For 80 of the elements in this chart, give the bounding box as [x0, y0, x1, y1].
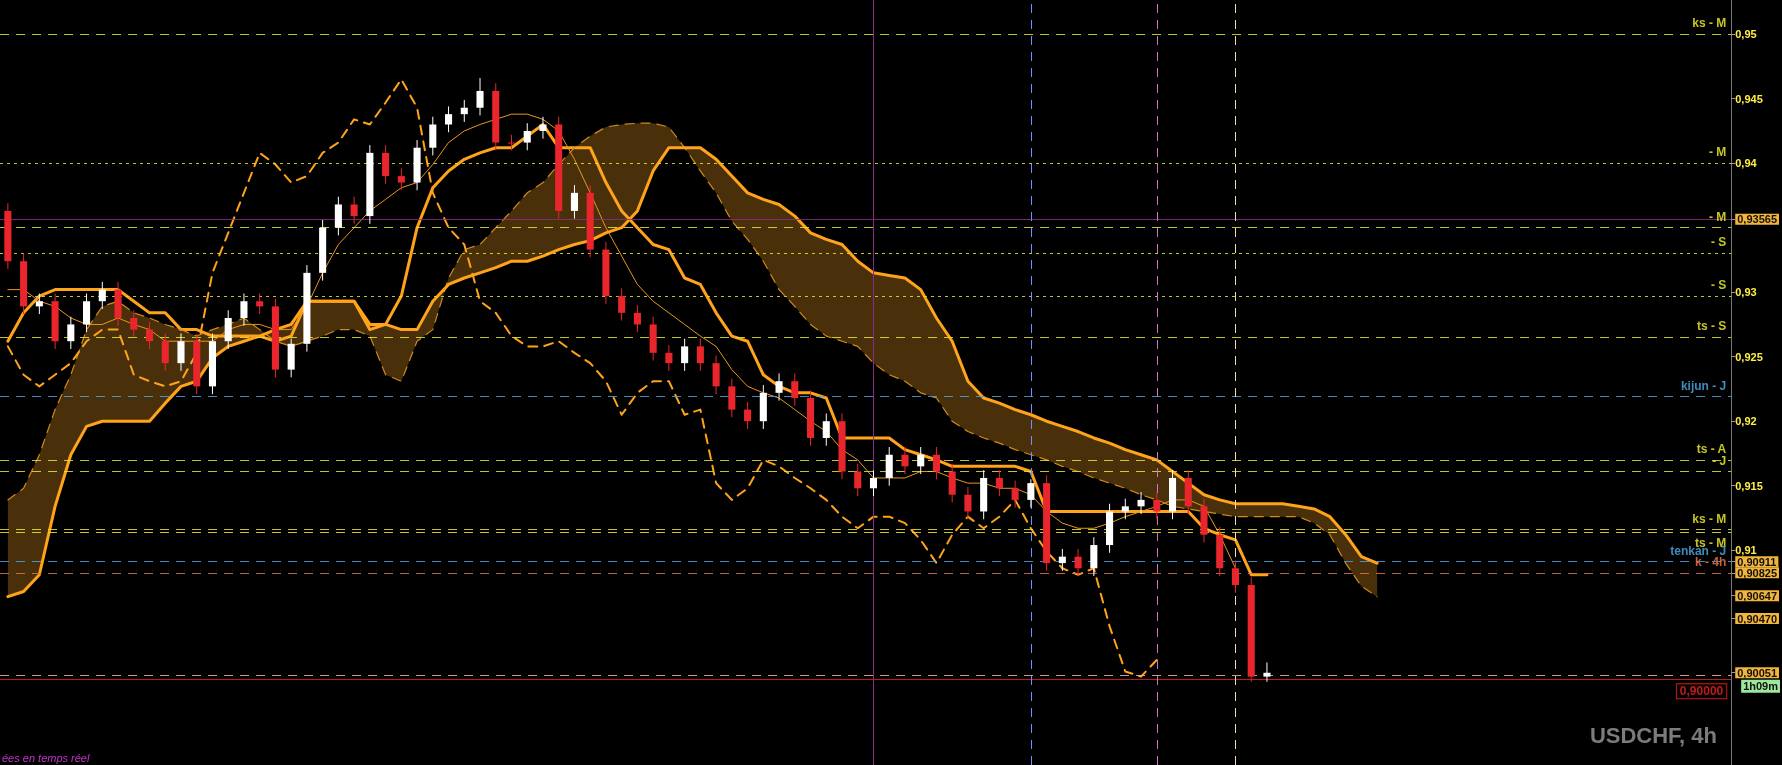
- candlestick: [1263, 661, 1271, 683]
- candlestick: [1090, 536, 1098, 577]
- candlestick: [775, 372, 783, 402]
- text: 1h09m: [1743, 680, 1779, 693]
- candlestick: [350, 196, 358, 225]
- candlestick: [948, 463, 956, 503]
- ref-line-label: - M: [1708, 145, 1727, 160]
- candlestick: [130, 309, 138, 338]
- candlestick: [1058, 548, 1066, 572]
- y-tick-label: 0,93: [1735, 286, 1757, 299]
- candlestick: [539, 116, 547, 140]
- candlestick: [523, 122, 531, 151]
- candlestick: [98, 281, 106, 310]
- candlestick: [476, 77, 484, 116]
- candlestick: [712, 354, 720, 395]
- y-tick-label: 0,95: [1735, 28, 1757, 41]
- ref-line-label: ts - A: [1696, 441, 1727, 456]
- candlestick: [397, 167, 405, 191]
- candlestick: [618, 287, 626, 322]
- ref-line-label: - J: [1712, 453, 1727, 468]
- y-tick-label: 0,915: [1735, 479, 1763, 492]
- candlestick: [665, 344, 673, 372]
- candlestick: [145, 321, 154, 350]
- candlestick: [744, 401, 752, 430]
- candlestick: [1074, 548, 1082, 577]
- y-tick-label: 0,94: [1735, 157, 1758, 170]
- candlestick: [1011, 480, 1019, 509]
- candlestick: [1231, 560, 1240, 594]
- y-tick-label: 0,90470: [1737, 612, 1777, 625]
- candlestick: [854, 463, 862, 497]
- candlestick: [240, 292, 248, 327]
- candlestick: [1121, 498, 1129, 520]
- candlestick: [728, 378, 736, 418]
- candlestick: [681, 338, 689, 372]
- candlestick: [869, 469, 878, 497]
- candlestick: [791, 372, 799, 407]
- candlestick: [964, 486, 972, 520]
- candlestick: [382, 144, 390, 185]
- ref-line-label: ks - M: [1692, 16, 1727, 31]
- y-tick-label: 0,92: [1735, 415, 1757, 428]
- candlestick: [822, 412, 830, 447]
- y-tick-label: 0,925: [1735, 350, 1763, 363]
- ref-line-label: ts - S: [1696, 319, 1727, 334]
- candlestick: [1137, 491, 1145, 515]
- candlestick: [932, 446, 940, 480]
- candlestick: [256, 292, 264, 315]
- candlestick: [885, 446, 893, 487]
- y-tick-label: 0,90825: [1737, 566, 1777, 579]
- ref-line-label: 0,90000: [1679, 684, 1724, 699]
- candlestick: [995, 469, 1003, 497]
- y-tick-label: 0,90647: [1737, 589, 1777, 602]
- candlestick: [1153, 491, 1161, 520]
- y-tick-label: 0,90911: [1737, 555, 1777, 568]
- ref-line-label: ks - M: [1692, 511, 1727, 526]
- candlestick: [1027, 478, 1035, 509]
- ref-line-label: - S: [1710, 235, 1727, 250]
- candlestick: [507, 134, 516, 151]
- y-tick-label: 0,91: [1735, 544, 1757, 557]
- candlestick: [429, 116, 437, 156]
- candlestick: [901, 446, 909, 475]
- candlestick: [445, 105, 453, 133]
- ref-line-label: kijun - J: [1680, 378, 1727, 393]
- candlestick: [83, 292, 91, 333]
- y-tick-label: 0,90051: [1737, 666, 1777, 679]
- candlestick: [917, 446, 925, 475]
- ref-line-label: - S: [1710, 278, 1727, 293]
- candlestick: [35, 292, 43, 315]
- candlestick: [460, 99, 468, 123]
- candlestick: [177, 332, 185, 372]
- annotation: ées en temps réel: [2, 751, 90, 764]
- y-tick-label: 0,945: [1735, 92, 1763, 105]
- candlestick: [570, 184, 578, 220]
- text: USDCHF, 4h: [1589, 722, 1717, 748]
- candlestick: [67, 316, 75, 350]
- candlestick: [696, 338, 704, 372]
- candlestick: [334, 196, 342, 236]
- candlestick: [633, 304, 641, 333]
- candlestick: [161, 332, 169, 372]
- candlestick: [224, 309, 232, 350]
- y-tick-label: 0,93565: [1737, 213, 1777, 226]
